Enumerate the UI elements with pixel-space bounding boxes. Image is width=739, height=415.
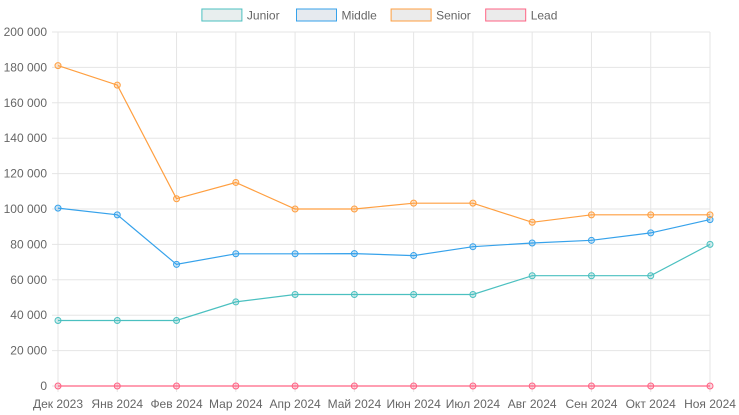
y-tick-label: 200 000 bbox=[4, 25, 48, 39]
data-point-middle bbox=[232, 250, 240, 258]
y-tick-label: 80 000 bbox=[10, 237, 47, 251]
series-line-middle bbox=[57, 207, 711, 266]
data-point-junior bbox=[173, 317, 181, 325]
x-tick-label: Сен 2024 bbox=[565, 397, 617, 411]
x-tick-label: Июн 2024 bbox=[386, 397, 441, 411]
legend-item-lead: Lead bbox=[485, 8, 558, 23]
y-tick-label: 100 000 bbox=[4, 202, 48, 216]
data-point-junior bbox=[350, 290, 358, 298]
x-tick-label: Май 2024 bbox=[328, 397, 382, 411]
legend-label-lead: Lead bbox=[531, 9, 558, 23]
data-point-lead bbox=[469, 382, 477, 390]
data-point-lead bbox=[528, 382, 536, 390]
x-tick-label: Дек 2023 bbox=[33, 397, 83, 411]
legend-item-middle: Middle bbox=[296, 8, 378, 23]
data-point-senior bbox=[232, 178, 240, 186]
legend-swatch-lead bbox=[485, 8, 527, 22]
data-point-senior bbox=[173, 195, 181, 203]
y-tick-label: 180 000 bbox=[4, 60, 48, 74]
y-tick-label: 160 000 bbox=[4, 96, 48, 110]
y-tick-label: 60 000 bbox=[10, 273, 47, 287]
data-point-lead bbox=[350, 382, 358, 390]
data-point-junior bbox=[587, 272, 595, 280]
data-point-junior bbox=[113, 317, 121, 325]
data-point-senior bbox=[350, 205, 358, 213]
data-point-junior bbox=[647, 272, 655, 280]
x-tick-label: Июл 2024 bbox=[446, 397, 501, 411]
y-tick-label: 120 000 bbox=[4, 167, 48, 181]
data-point-junior bbox=[232, 298, 240, 306]
x-tick-label: Фев 2024 bbox=[150, 397, 203, 411]
legend-swatch-junior bbox=[201, 8, 243, 22]
data-point-lead bbox=[647, 382, 655, 390]
legend-label-junior: Junior bbox=[247, 9, 280, 23]
legend-item-senior: Senior bbox=[390, 8, 471, 23]
series-points bbox=[54, 62, 714, 390]
data-point-lead bbox=[232, 382, 240, 390]
legend-label-senior: Senior bbox=[436, 9, 471, 23]
data-point-middle bbox=[291, 250, 299, 258]
data-point-junior bbox=[291, 290, 299, 298]
x-tick-label: Ноя 2024 bbox=[684, 397, 736, 411]
data-point-middle bbox=[706, 216, 714, 224]
data-point-lead bbox=[113, 382, 121, 390]
data-point-senior bbox=[113, 81, 121, 89]
series-lines bbox=[57, 65, 711, 387]
y-tick-label: 0 bbox=[40, 379, 47, 393]
data-point-junior bbox=[706, 240, 714, 248]
data-point-lead bbox=[706, 382, 714, 390]
data-point-senior bbox=[706, 211, 714, 219]
x-tick-label: Мар 2024 bbox=[209, 397, 263, 411]
data-point-senior bbox=[528, 218, 536, 226]
data-point-junior bbox=[54, 317, 62, 325]
data-point-senior bbox=[647, 211, 655, 219]
data-point-middle bbox=[528, 239, 536, 247]
data-point-senior bbox=[291, 205, 299, 213]
data-point-lead bbox=[410, 382, 418, 390]
data-point-middle bbox=[410, 252, 418, 260]
data-point-middle bbox=[469, 243, 477, 251]
data-point-senior bbox=[410, 199, 418, 207]
data-point-lead bbox=[587, 382, 595, 390]
data-point-middle bbox=[113, 211, 121, 219]
x-tick-label: Окт 2024 bbox=[626, 397, 677, 411]
legend-item-junior: Junior bbox=[201, 8, 280, 23]
data-point-senior bbox=[587, 211, 595, 219]
data-point-middle bbox=[350, 250, 358, 258]
data-point-middle bbox=[173, 260, 181, 268]
x-tick-label: Янв 2024 bbox=[91, 397, 143, 411]
data-point-middle bbox=[54, 204, 62, 212]
y-axis: 0 20 000 40 000 60 000 80 000 100 000 120 000 1… bbox=[4, 25, 48, 393]
data-point-junior bbox=[469, 290, 477, 298]
x-tick-label: Апр 2024 bbox=[269, 397, 321, 411]
y-tick-label: 40 000 bbox=[10, 308, 47, 322]
legend-swatch-middle bbox=[296, 8, 337, 22]
legend: Junior Middle Senior Lead bbox=[201, 8, 558, 23]
y-tick-label: 140 000 bbox=[4, 131, 48, 145]
data-point-senior bbox=[54, 62, 62, 70]
data-point-lead bbox=[291, 382, 299, 390]
data-point-lead bbox=[173, 382, 181, 390]
legend-swatch-senior bbox=[390, 8, 432, 22]
series-line-senior bbox=[57, 65, 710, 223]
data-point-senior bbox=[469, 199, 477, 207]
data-point-junior bbox=[410, 290, 418, 298]
data-point-lead bbox=[54, 382, 62, 390]
y-tick-label: 20 000 bbox=[10, 344, 47, 358]
data-point-middle bbox=[647, 229, 655, 237]
series-line-junior bbox=[58, 243, 711, 322]
legend-label-middle: Middle bbox=[342, 9, 378, 23]
x-tick-label: Авг 2024 bbox=[508, 397, 557, 411]
grid bbox=[52, 31, 711, 392]
data-point-middle bbox=[587, 236, 595, 244]
x-axis: Дек 2023 Янв 2024 Фев 2024 Мар 2024 Апр 2024… bbox=[33, 397, 736, 411]
data-point-junior bbox=[528, 272, 536, 280]
